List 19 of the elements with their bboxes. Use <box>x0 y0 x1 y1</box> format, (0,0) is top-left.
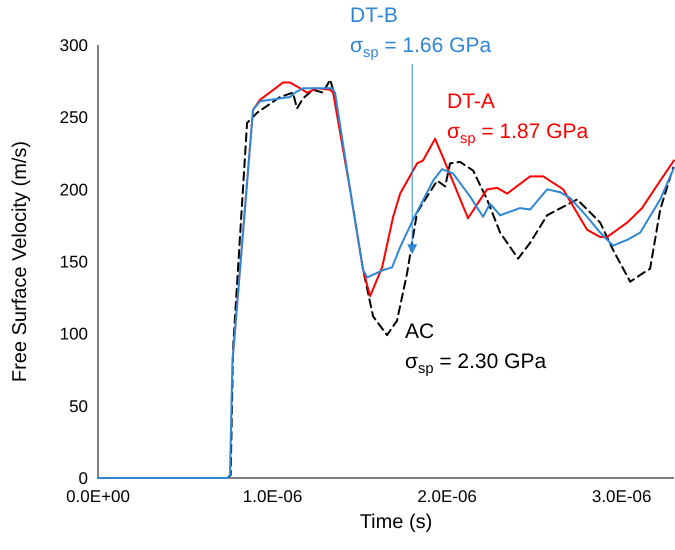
y-axis-title: Free Surface Velocity (m/s) <box>9 140 31 382</box>
y-tick-label: 0 <box>78 468 88 488</box>
x-tick-label: 2.0E-06 <box>417 487 477 506</box>
annotation: σ$_{sp}$ = 2.30 GPa <box>405 350 546 376</box>
y-tick-label: 300 <box>60 36 88 55</box>
annotation: σ$_{sp}$ = 1.66 GPa <box>350 34 492 60</box>
x-tick-label: 3.0E-06 <box>592 487 652 506</box>
x-tick-label: 0.0E+00 <box>66 487 130 506</box>
annotation: σ$_{sp}$ = 1.87 GPa <box>447 120 588 146</box>
y-tick-label: 200 <box>60 180 88 200</box>
y-tick-label: 250 <box>60 108 88 128</box>
y-tick-label: 50 <box>69 396 88 416</box>
series-label: AC <box>405 320 434 343</box>
x-tick-label: 1.0E-06 <box>242 487 302 506</box>
series-label: DT-A <box>447 90 495 113</box>
x-axis-title: Time (s) <box>360 511 432 533</box>
y-tick-label: 100 <box>60 324 88 344</box>
text: DT-B <box>350 4 398 27</box>
y-tick-label: 150 <box>60 252 88 272</box>
